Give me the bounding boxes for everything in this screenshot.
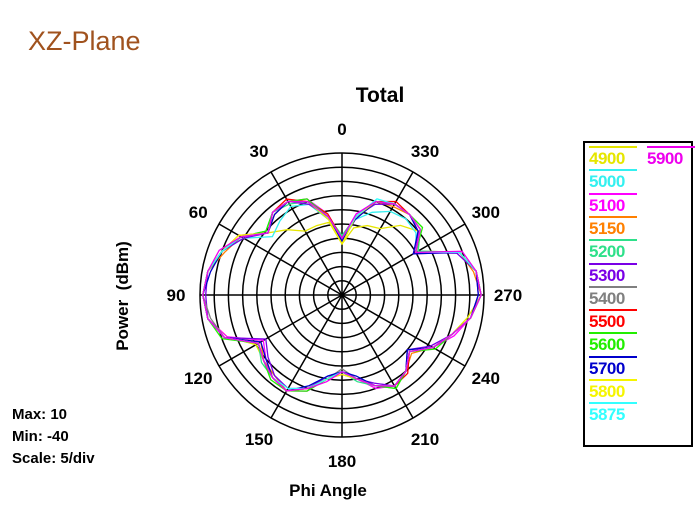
grid-spoke	[218, 223, 343, 296]
legend-swatch	[589, 169, 637, 172]
angle-tick-label: 330	[411, 142, 439, 161]
page-title: XZ-Plane	[28, 26, 141, 56]
grid-spoke	[341, 171, 414, 296]
legend-item-5150: 5150	[589, 215, 637, 239]
legend-swatch	[647, 146, 695, 148]
legend-item-5100: 5100	[589, 192, 637, 216]
legend-swatch	[589, 285, 637, 288]
legend-label: 5875	[589, 405, 625, 425]
grid-spoke	[270, 171, 343, 296]
legend-swatch	[589, 402, 637, 405]
legend-swatch	[589, 332, 637, 335]
legend-swatch	[589, 215, 637, 218]
polar-grid	[199, 152, 485, 438]
min-label: Min: -40	[12, 428, 69, 445]
legend-label: 5400	[589, 288, 625, 308]
angle-tick-label: 150	[245, 430, 273, 449]
legend-swatch	[589, 192, 637, 195]
angle-tick-label: 240	[472, 369, 500, 388]
max-label: Max: 10	[12, 406, 68, 423]
legend-item-5700: 5700	[589, 355, 637, 379]
angle-tick-label: 180	[328, 452, 356, 471]
legend-item-5800: 5800	[589, 379, 637, 402]
legend-swatch	[589, 262, 637, 265]
legend: 4900 5000 5100 5150 5200 5300 5400 5500 5600 5700…	[583, 141, 695, 447]
grid-spoke	[341, 294, 414, 419]
scale-info: Max: 10 Min: -40 Scale: 5/div	[12, 404, 95, 470]
series-line-5900	[202, 200, 482, 392]
legend-item-5400: 5400	[589, 285, 637, 309]
legend-label: 4900	[589, 149, 625, 168]
legend-item-5600: 5600	[589, 332, 637, 355]
legend-swatch	[589, 146, 637, 148]
legend-label: 5900	[647, 149, 683, 168]
legend-label: 5800	[589, 382, 625, 401]
angle-tick-label: 60	[189, 203, 208, 222]
angle-tick-labels: 0 30 60 90 120 150 180 210 240 270 300 330	[167, 120, 523, 471]
legend-item-5000: 5000	[589, 169, 637, 192]
legend-label: 5600	[589, 335, 625, 355]
legend-item-4900: 4900	[589, 146, 637, 169]
grid-spoke	[218, 294, 343, 367]
scale-label: Scale: 5/div	[12, 450, 95, 467]
grid-spoke	[341, 223, 466, 296]
legend-label: 5100	[589, 195, 625, 215]
x-axis-label: Phi Angle	[289, 481, 367, 500]
angle-tick-label: 0	[337, 120, 346, 139]
legend-label: 5150	[589, 218, 625, 238]
angle-tick-label: 30	[250, 142, 269, 161]
grid-spoke	[270, 294, 343, 419]
legend-label: 5500	[589, 312, 625, 332]
legend-label: 5200	[589, 242, 625, 262]
y-axis-label: Power (dBm)	[113, 241, 132, 351]
legend-label: 5000	[589, 172, 625, 192]
series-lines	[202, 198, 482, 392]
legend-swatch	[589, 309, 637, 312]
legend-item-5500: 5500	[589, 309, 637, 332]
angle-tick-label: 300	[472, 203, 500, 222]
grid-spoke	[341, 294, 466, 367]
legend-label: 5300	[589, 265, 625, 285]
legend-item-5200: 5200	[589, 239, 637, 262]
legend-swatch	[589, 239, 637, 242]
legend-label: 5700	[589, 358, 625, 378]
angle-tick-label: 210	[411, 430, 439, 449]
legend-item-5875: 5875	[589, 402, 637, 425]
legend-item-5900: 5900	[647, 146, 695, 169]
legend-swatch	[589, 379, 637, 381]
legend-item-5300: 5300	[589, 262, 637, 286]
angle-tick-label: 90	[167, 286, 186, 305]
angle-tick-label: 120	[184, 369, 212, 388]
angle-tick-label: 270	[494, 286, 522, 305]
chart-title: Total	[356, 84, 405, 107]
legend-swatch	[589, 355, 637, 358]
